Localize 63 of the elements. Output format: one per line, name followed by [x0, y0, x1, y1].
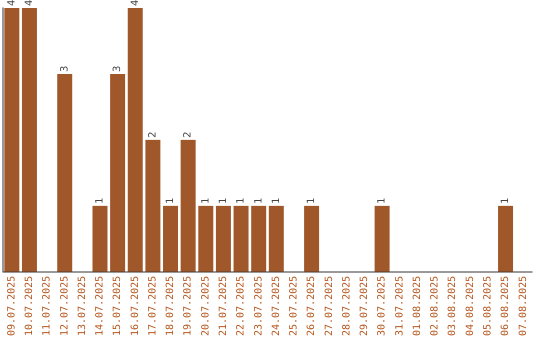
data-label: 1 [218, 197, 230, 204]
x-tick-label: 18.07.2025 [165, 276, 176, 336]
x-tick-label: 04.08.2025 [464, 276, 476, 336]
bar [498, 206, 514, 272]
x-tick-label: 23.07.2025 [253, 276, 264, 336]
bar [374, 206, 390, 272]
bar [251, 206, 266, 272]
x-tick-label: 03.08.2025 [447, 276, 458, 336]
data-label: 1 [165, 197, 176, 204]
x-tick-label: 22.07.2025 [236, 276, 247, 336]
x-tick-label: 12.07.2025 [59, 276, 70, 336]
bar [57, 74, 72, 272]
x-tick-label: 06.08.2025 [500, 276, 512, 336]
x-tick-label: 05.08.2025 [482, 276, 494, 336]
x-tick-label: 24.07.2025 [270, 276, 282, 336]
x-tick-label: 25.07.2025 [288, 276, 300, 336]
data-label: 1 [200, 197, 212, 204]
x-tick-label: 10.07.2025 [24, 276, 36, 336]
x-tick-label: 02.08.2025 [430, 276, 441, 336]
data-label: 1 [306, 197, 318, 204]
data-label: 1 [270, 197, 282, 204]
x-tick-label: 26.07.2025 [306, 276, 318, 336]
data-label: 2 [147, 132, 158, 138]
data-label: 4 [24, 0, 36, 6]
bar [234, 206, 249, 272]
data-label: 1 [236, 197, 247, 204]
data-label: 4 [6, 0, 18, 6]
x-tick-label: 07.08.2025 [518, 276, 529, 336]
x-tick-label: 30.07.2025 [376, 276, 388, 336]
bar [92, 206, 108, 272]
x-tick-label: 19.07.2025 [182, 276, 194, 336]
x-tick-label: 11.07.2025 [42, 276, 53, 336]
x-tick-label: 20.07.2025 [200, 276, 212, 336]
bar [22, 8, 37, 272]
bar [268, 206, 284, 272]
bar [110, 74, 126, 272]
bar [304, 206, 320, 272]
x-tick-label: 09.07.2025 [6, 276, 18, 336]
x-tick-label: 13.07.2025 [76, 276, 88, 336]
x-tick-label: 31.07.2025 [394, 276, 406, 336]
data-label: 1 [376, 197, 388, 204]
data-label: 4 [130, 0, 141, 6]
x-tick-label: 14.07.2025 [94, 276, 106, 336]
x-tick-label: 27.07.2025 [324, 276, 335, 336]
data-label: 2 [182, 132, 194, 138]
data-label: 3 [112, 66, 124, 72]
data-label: 1 [253, 197, 264, 204]
x-tick-label: 28.07.2025 [341, 276, 352, 336]
data-label: 1 [94, 197, 106, 204]
x-tick-label: 16.07.2025 [130, 276, 141, 336]
bar [163, 206, 178, 272]
x-tick-label: 17.07.2025 [147, 276, 158, 336]
x-tick-label: 21.07.2025 [218, 276, 230, 336]
bar [128, 8, 143, 272]
x-tick-label: 01.08.2025 [412, 276, 423, 336]
bar [198, 206, 214, 272]
x-tick-label: 29.07.2025 [359, 276, 370, 336]
bar [180, 140, 196, 272]
data-label: 3 [59, 66, 70, 72]
x-tick-label: 15.07.2025 [112, 276, 124, 336]
data-label: 1 [500, 197, 512, 204]
bar [216, 206, 231, 272]
bar [145, 140, 160, 272]
